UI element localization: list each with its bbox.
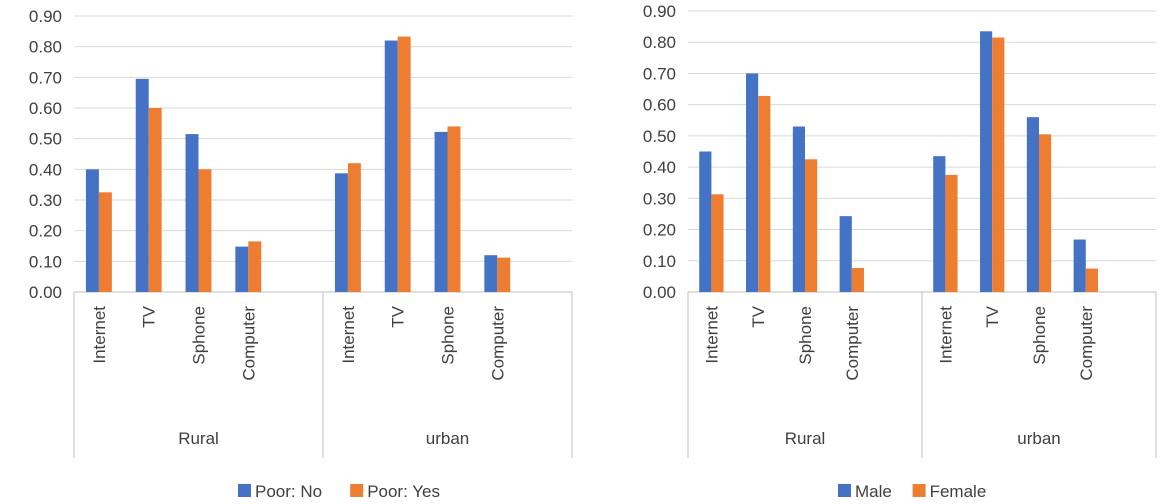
x-group-label: Rural: [178, 429, 219, 448]
x-category-label: Computer: [488, 306, 507, 381]
bar-male-rural-tv: [746, 73, 759, 292]
x-category-label: Sphone: [796, 306, 815, 365]
x-group-label: urban: [426, 429, 469, 448]
bar-male-rural-sphone: [792, 126, 805, 293]
legend-swatch: [838, 484, 851, 497]
bar-poor-yes-urban-tv: [397, 36, 411, 293]
y-tick-label: 0.90: [29, 7, 62, 26]
y-tick-label: 0.80: [643, 33, 676, 52]
y-tick-label: 0.70: [643, 64, 676, 83]
y-tick-label: 0.00: [29, 283, 62, 302]
y-tick-label: 0.60: [29, 99, 62, 118]
x-category-label: Internet: [90, 306, 109, 364]
legend-label: Poor: No: [255, 482, 322, 501]
legend-swatch: [912, 484, 926, 497]
x-category-label: TV: [140, 305, 159, 327]
x-category-label: Sphone: [190, 306, 209, 365]
legend-label: Male: [855, 482, 892, 501]
legend-swatch: [238, 484, 251, 497]
bar-poor-no-rural-computer: [235, 246, 249, 292]
bar-male-urban-computer: [1073, 239, 1086, 292]
x-group-label: Rural: [785, 429, 826, 448]
y-tick-label: 0.60: [643, 96, 676, 115]
y-tick-label: 0.30: [29, 191, 62, 210]
legend-label: Female: [930, 482, 987, 501]
y-tick-label: 0.30: [643, 189, 676, 208]
bar-male-rural-internet: [699, 151, 712, 292]
bar-poor-yes-rural-computer: [248, 241, 262, 292]
bar-male-rural-computer: [839, 216, 852, 292]
x-category-label: TV: [749, 305, 768, 327]
bar-poor-yes-urban-sphone: [447, 126, 461, 293]
legend-swatch: [350, 484, 364, 497]
bar-male-urban-sphone: [1026, 117, 1039, 293]
bar-poor-yes-rural-sphone: [198, 169, 212, 292]
y-tick-label: 0.20: [29, 222, 62, 241]
x-category-label: TV: [983, 305, 1002, 327]
bar-female-rural-internet: [711, 194, 724, 292]
y-tick-label: 0.90: [643, 2, 676, 21]
bar-poor-no-rural-internet: [85, 169, 99, 292]
bar-poor-no-urban-internet: [334, 173, 348, 292]
x-category-label: Internet: [339, 306, 358, 364]
x-category-label: TV: [389, 305, 408, 327]
bar-female-rural-tv: [758, 95, 771, 293]
bar-poor-no-urban-computer: [484, 255, 498, 292]
y-tick-label: 0.40: [643, 158, 676, 177]
x-category-label: Internet: [702, 306, 721, 364]
bar-female-rural-computer: [851, 267, 864, 292]
bar-poor-yes-urban-computer: [497, 257, 511, 292]
bar-poor-yes-rural-internet: [98, 192, 112, 292]
bar-poor-no-urban-tv: [384, 40, 398, 293]
bar-male-urban-tv: [980, 31, 993, 293]
x-category-label: Computer: [1077, 306, 1096, 381]
x-category-label: Sphone: [439, 306, 458, 365]
bar-female-rural-sphone: [805, 159, 818, 292]
y-tick-label: 0.50: [29, 130, 62, 149]
legend-label: Poor: Yes: [367, 482, 440, 501]
x-category-label: Internet: [936, 306, 955, 364]
y-tick-label: 0.10: [643, 252, 676, 271]
y-tick-label: 0.80: [29, 38, 62, 57]
y-tick-label: 0.50: [643, 127, 676, 146]
x-category-label: Sphone: [1030, 306, 1049, 365]
bar-poor-no-rural-tv: [135, 78, 149, 292]
bar-female-urban-internet: [945, 174, 958, 292]
bar-poor-yes-rural-tv: [148, 108, 162, 292]
bar-male-urban-internet: [933, 156, 946, 292]
y-tick-label: 0.10: [29, 252, 62, 271]
bar-poor-yes-urban-internet: [347, 163, 361, 292]
y-tick-label: 0.70: [29, 68, 62, 87]
y-tick-label: 0.40: [29, 160, 62, 179]
bar-female-urban-tv: [992, 37, 1005, 293]
bar-poor-no-urban-sphone: [434, 131, 448, 292]
x-group-label: urban: [1017, 429, 1060, 448]
x-category-label: Computer: [239, 306, 258, 381]
y-tick-label: 0.00: [643, 283, 676, 302]
y-tick-label: 0.20: [643, 221, 676, 240]
bar-female-urban-computer: [1085, 268, 1098, 292]
bar-female-urban-sphone: [1039, 134, 1052, 292]
x-category-label: Computer: [843, 306, 862, 381]
bar-poor-no-rural-sphone: [185, 134, 199, 292]
